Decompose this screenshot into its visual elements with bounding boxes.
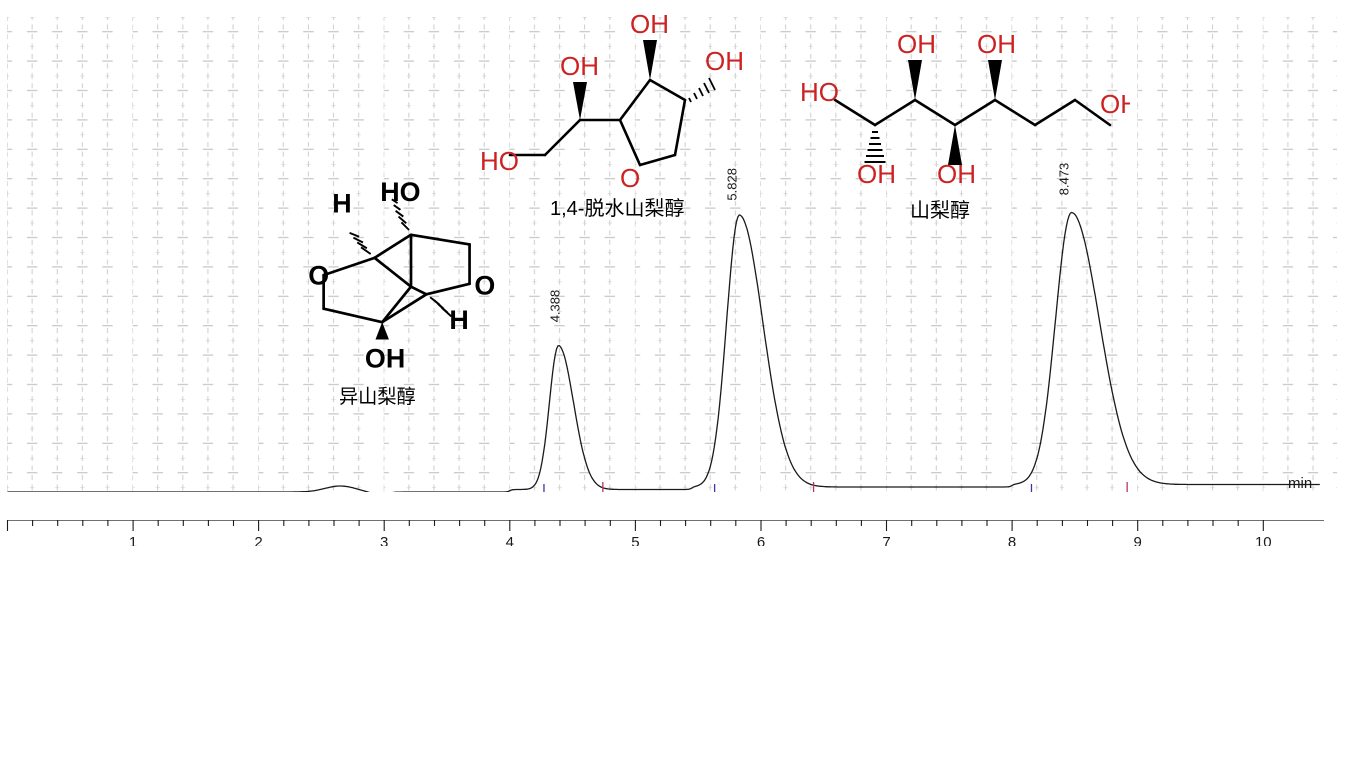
svg-text:4.388: 4.388 [548, 290, 563, 323]
svg-text:1: 1 [129, 534, 137, 546]
svg-text:OH: OH [897, 29, 936, 59]
svg-text:HO: HO [480, 146, 519, 176]
svg-text:7: 7 [882, 534, 890, 546]
svg-text:10: 10 [1255, 534, 1272, 546]
svg-text:3: 3 [380, 534, 388, 546]
svg-text:OH: OH [937, 159, 976, 189]
svg-text:H: H [449, 305, 468, 335]
svg-text:HO: HO [800, 77, 839, 107]
svg-text:OH: OH [630, 9, 669, 39]
svg-text:OH: OH [977, 29, 1016, 59]
svg-text:HO: HO [380, 182, 420, 207]
svg-text:5: 5 [631, 534, 639, 546]
svg-text:O: O [620, 163, 640, 193]
svg-text:OH: OH [560, 51, 599, 81]
svg-text:min: min [1288, 475, 1312, 492]
svg-text:异山梨醇: 异山梨醇 [339, 386, 416, 408]
svg-text:OH: OH [365, 343, 405, 373]
svg-text:山梨醇: 山梨醇 [910, 199, 970, 222]
svg-text:6: 6 [757, 534, 765, 546]
svg-text:9: 9 [1134, 534, 1142, 546]
svg-text:OH: OH [857, 159, 896, 189]
svg-text:2: 2 [254, 534, 262, 546]
svg-text:OH: OH [1100, 89, 1130, 119]
svg-text:H: H [332, 189, 351, 219]
svg-text:1,4-脱水山梨醇: 1,4-脱水山梨醇 [550, 197, 684, 220]
svg-text:8: 8 [1008, 534, 1016, 546]
svg-text:4: 4 [506, 534, 514, 546]
svg-text:OH: OH [705, 46, 744, 76]
svg-text:O: O [474, 270, 495, 300]
svg-text:O: O [308, 261, 329, 291]
